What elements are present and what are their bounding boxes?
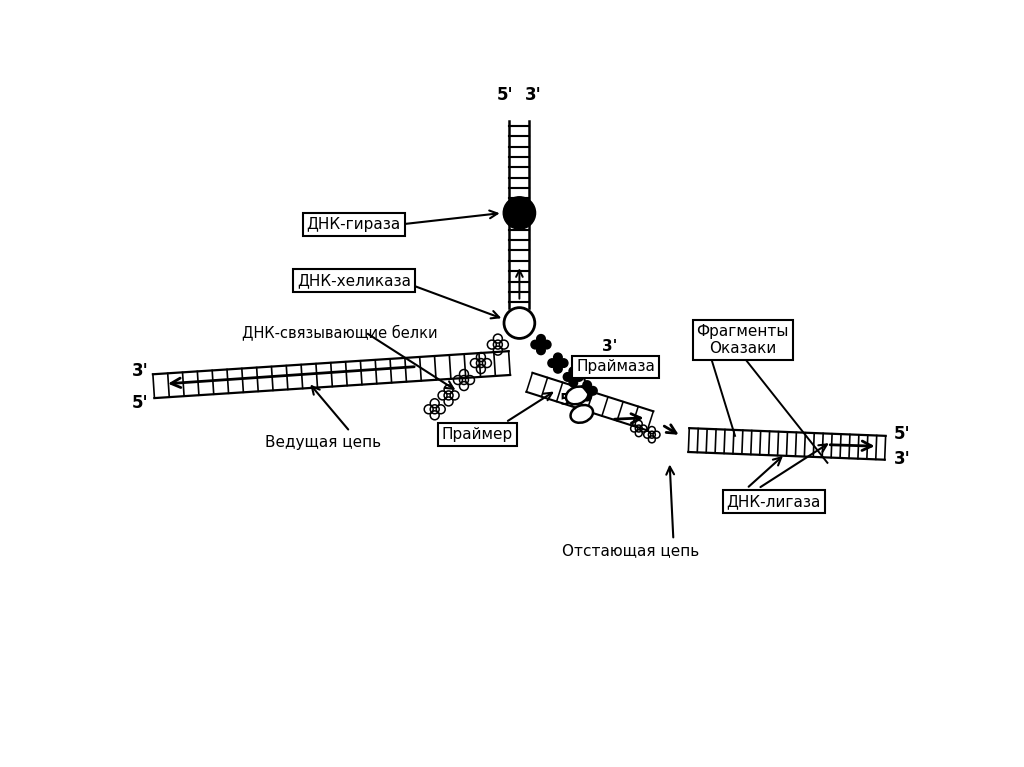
Text: Фрагменты
Оказаки: Фрагменты Оказаки bbox=[696, 324, 788, 356]
Text: 3': 3' bbox=[131, 362, 148, 380]
Circle shape bbox=[569, 367, 578, 376]
Circle shape bbox=[504, 308, 535, 338]
Circle shape bbox=[554, 353, 562, 361]
Text: Ведущая цепь: Ведущая цепь bbox=[265, 435, 381, 450]
Text: 5': 5' bbox=[894, 425, 910, 443]
Circle shape bbox=[563, 373, 571, 381]
Circle shape bbox=[583, 381, 592, 390]
Text: 5': 5' bbox=[498, 86, 514, 104]
Circle shape bbox=[589, 387, 597, 395]
Circle shape bbox=[578, 387, 586, 395]
Circle shape bbox=[537, 334, 545, 343]
Text: ДНК-связывающие белки: ДНК-связывающие белки bbox=[243, 324, 438, 341]
Text: 3': 3' bbox=[525, 86, 542, 104]
Circle shape bbox=[569, 373, 578, 381]
Text: Отстающая цепь: Отстающая цепь bbox=[562, 543, 699, 558]
Circle shape bbox=[574, 373, 584, 381]
Text: 3': 3' bbox=[602, 339, 617, 354]
Text: 5': 5' bbox=[131, 394, 148, 412]
Text: ДНК-хеликаза: ДНК-хеликаза bbox=[297, 273, 411, 288]
Circle shape bbox=[543, 341, 551, 349]
Ellipse shape bbox=[566, 387, 589, 404]
Circle shape bbox=[583, 387, 592, 395]
Text: Праймер: Праймер bbox=[441, 427, 513, 443]
Text: ДНК-гираза: ДНК-гираза bbox=[307, 217, 401, 232]
Circle shape bbox=[583, 392, 592, 400]
Text: 5': 5' bbox=[560, 393, 575, 407]
Circle shape bbox=[503, 197, 536, 229]
Circle shape bbox=[537, 346, 545, 354]
Circle shape bbox=[548, 359, 556, 367]
Circle shape bbox=[554, 364, 562, 373]
Circle shape bbox=[537, 341, 545, 349]
Circle shape bbox=[569, 378, 578, 387]
Text: ДНК-лигаза: ДНК-лигаза bbox=[726, 494, 820, 509]
Circle shape bbox=[559, 359, 568, 367]
Text: 3': 3' bbox=[894, 450, 910, 469]
Text: Праймаза: Праймаза bbox=[577, 360, 655, 374]
Circle shape bbox=[531, 341, 540, 349]
Circle shape bbox=[554, 359, 562, 367]
Ellipse shape bbox=[570, 405, 593, 423]
